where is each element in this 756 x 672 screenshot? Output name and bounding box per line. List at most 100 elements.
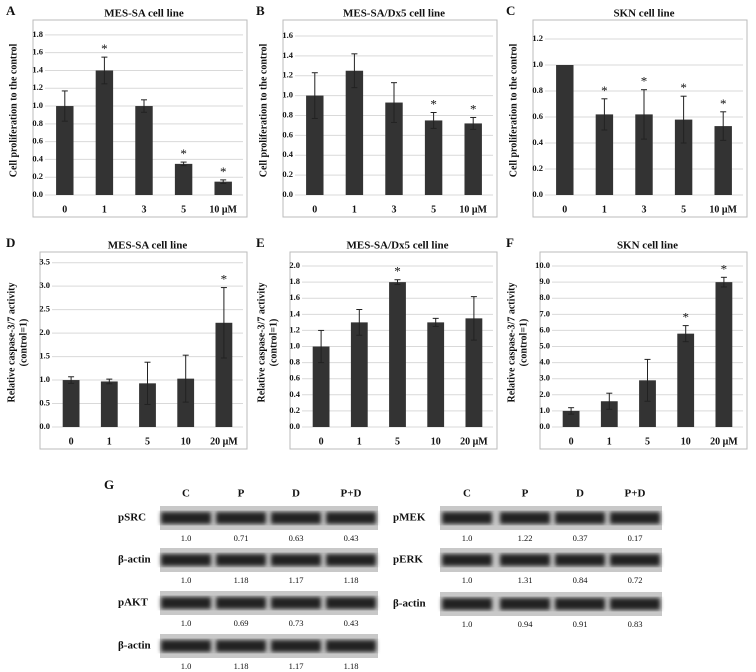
significance-marker: * — [470, 101, 477, 116]
x-tick-label: 10 — [181, 436, 191, 447]
blot-row-label: pAKT — [118, 597, 149, 609]
panel-letter: F — [506, 235, 514, 250]
y-tick-label: 1.0 — [532, 59, 543, 69]
y-tick-label: 0.0 — [289, 421, 300, 431]
significance-marker: * — [680, 80, 687, 95]
blot-band — [216, 640, 266, 652]
blot-band — [326, 597, 376, 609]
blot-band — [610, 512, 660, 524]
band-quantity: 1.18 — [234, 661, 249, 671]
blot-band — [271, 597, 321, 609]
x-tick-label: 3 — [142, 204, 147, 215]
x-tick-label: 0 — [562, 204, 567, 215]
blot-band — [271, 554, 321, 566]
blot-band — [442, 554, 492, 566]
y-tick-label: 0.0 — [539, 421, 550, 431]
blot-band — [216, 554, 266, 566]
y-tick-label: 1.8 — [289, 276, 300, 286]
y-tick-label: 1.0 — [32, 100, 43, 110]
lane-label: C — [182, 488, 190, 500]
blot-band — [555, 598, 605, 610]
x-tick-label: 20 μM — [210, 436, 238, 447]
y-tick-label: 10.0 — [535, 260, 550, 270]
y-tick-label: 1.2 — [282, 70, 293, 80]
x-tick-label: 3 — [392, 204, 397, 215]
blot-row-label: β-actin — [393, 598, 426, 610]
y-tick-label: 2.0 — [289, 260, 300, 270]
y-tick-label: 0.0 — [532, 189, 543, 199]
y-tick-label: 2.5 — [39, 304, 50, 314]
plot-frame — [32, 19, 248, 218]
plot-frame — [282, 19, 498, 218]
x-tick-label: 1 — [102, 204, 107, 215]
bar — [385, 102, 403, 195]
band-quantity: 1.0 — [181, 618, 192, 628]
bar — [56, 106, 74, 195]
blot-band — [326, 554, 376, 566]
band-quantity: 0.63 — [289, 533, 304, 543]
y-axis-label: Cell proliferation to the control — [508, 44, 519, 178]
chart-panel: E MES-SA/Dx5 cell line Relative caspase-3/… — [256, 235, 498, 450]
y-tick-label: 1.6 — [289, 292, 300, 302]
band-quantity: 1.17 — [289, 661, 304, 671]
blot-row-label: pERK — [393, 554, 423, 566]
x-tick-label: 1 — [607, 436, 612, 447]
band-quantity: 1.31 — [518, 575, 533, 585]
panel-letter: C — [506, 3, 515, 18]
y-tick-label: 1.6 — [282, 30, 293, 40]
band-quantity: 1.18 — [344, 575, 359, 585]
y-tick-label: 0.2 — [32, 171, 43, 181]
blot-band — [442, 598, 492, 610]
bar — [715, 282, 733, 427]
panel-letter: D — [6, 235, 15, 250]
band-quantity: 0.17 — [628, 533, 643, 543]
blot-band — [216, 512, 266, 524]
y-axis-label: Cell proliferation to the control — [258, 44, 269, 178]
significance-marker: * — [221, 272, 228, 287]
y-tick-label: 1.4 — [32, 64, 43, 74]
x-tick-label: 20 μM — [710, 436, 738, 447]
bar — [635, 114, 653, 195]
x-tick-label: 1 — [352, 204, 357, 215]
band-quantity: 0.91 — [573, 619, 588, 629]
y-tick-label: 0.4 — [289, 389, 300, 399]
y-tick-label: 4.0 — [539, 357, 550, 367]
band-quantity: 1.22 — [518, 533, 533, 543]
y-tick-label: 1.2 — [532, 33, 543, 43]
y-axis-label: Relative caspase-3/7 activity — [256, 283, 267, 403]
band-quantity: 1.0 — [462, 575, 473, 585]
y-tick-label: 0.4 — [282, 149, 293, 159]
y-tick-label: 1.8 — [32, 29, 43, 39]
y-tick-label: 0.2 — [289, 405, 300, 415]
y-tick-label: 0.6 — [32, 136, 43, 146]
bar — [714, 126, 732, 195]
x-tick-label: 5 — [181, 204, 186, 215]
y-tick-label: 0.4 — [532, 137, 543, 147]
y-tick-label: 0.4 — [32, 153, 43, 163]
band-quantity: 0.94 — [518, 619, 534, 629]
y-tick-label: 1.0 — [282, 90, 293, 100]
bar — [215, 322, 233, 427]
x-tick-label: 0 — [312, 204, 317, 215]
bar — [100, 381, 118, 427]
bar — [174, 163, 193, 195]
chart-title: SKN cell line — [613, 8, 674, 20]
lane-label: P — [522, 488, 529, 500]
significance-marker: * — [682, 310, 689, 325]
chart-panel: B MES-SA/Dx5 cell line Cell proliferation … — [256, 3, 498, 218]
y-tick-label: 1.0 — [539, 405, 550, 415]
blot-band — [271, 512, 321, 524]
bar — [135, 106, 153, 195]
x-tick-label: 0 — [569, 436, 574, 447]
x-tick-label: 10 — [431, 436, 441, 447]
x-tick-label: 3 — [642, 204, 647, 215]
x-tick-label: 5 — [681, 204, 686, 215]
band-quantity: 0.83 — [628, 619, 643, 629]
y-tick-label: 3.0 — [39, 280, 50, 290]
band-quantity: 0.73 — [289, 618, 304, 628]
y-tick-label: 2.0 — [39, 327, 50, 337]
lane-label: P+D — [341, 488, 362, 500]
blot-band — [326, 640, 376, 652]
chart-title: SKN cell line — [617, 240, 678, 252]
